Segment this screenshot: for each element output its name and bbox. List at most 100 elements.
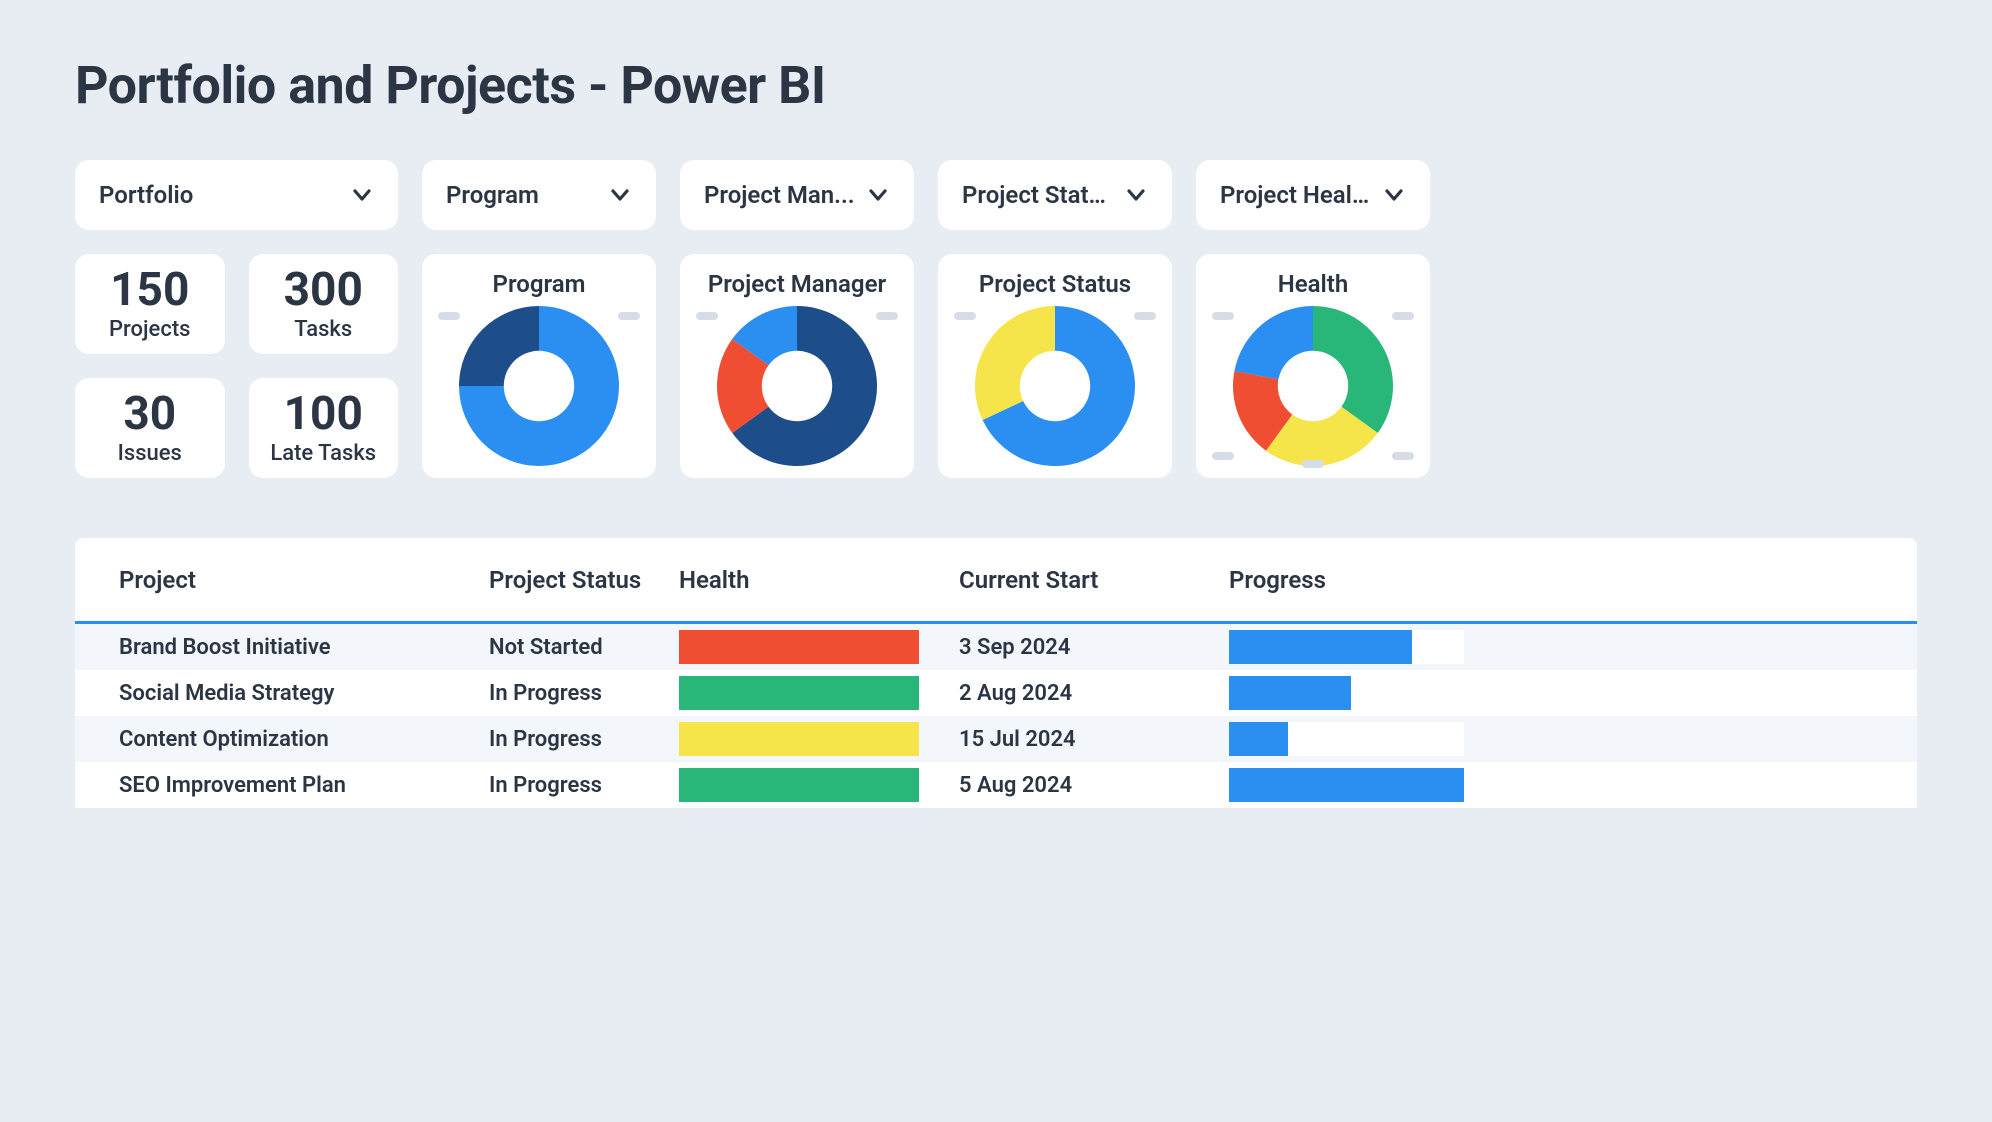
leader-tick	[1134, 312, 1156, 320]
filter-portfolio[interactable]: Portfolio	[75, 160, 398, 230]
chevron-down-icon	[1382, 183, 1406, 207]
progress-fill	[1229, 722, 1288, 756]
col-health: Health	[679, 566, 959, 594]
stat-value: 100	[284, 391, 363, 437]
filter-project_health[interactable]: Project Health	[1196, 160, 1430, 230]
donut-card-program: Program	[422, 254, 656, 478]
stat-label: Projects	[109, 317, 190, 342]
cell-progress	[1229, 630, 1464, 664]
cell-start: 15 Jul 2024	[959, 727, 1229, 752]
health-bar	[679, 676, 919, 710]
progress-track	[1229, 768, 1464, 802]
cell-progress	[1229, 676, 1464, 710]
chevron-down-icon	[866, 183, 890, 207]
leader-tick	[876, 312, 898, 320]
cell-project: SEO Improvement Plan	[119, 773, 489, 798]
cell-start: 2 Aug 2024	[959, 681, 1229, 706]
filter-project_manager[interactable]: Project Man...	[680, 160, 914, 230]
filter-label: Project Health	[1220, 181, 1372, 209]
projects-table: ProjectProject StatusHealthCurrent Start…	[75, 538, 1917, 808]
filter-project_status[interactable]: Project Status	[938, 160, 1172, 230]
table-row[interactable]: Brand Boost InitiativeNot Started 3 Sep 2…	[75, 624, 1917, 670]
donut-slice	[459, 306, 539, 386]
donut-chart	[948, 306, 1162, 466]
col-progress: Progress	[1229, 566, 1464, 594]
donut-chart	[1206, 306, 1420, 466]
cell-status: In Progress	[489, 681, 679, 706]
filter-label: Program	[446, 181, 539, 209]
donut-title: Project Manager	[708, 270, 886, 298]
progress-fill	[1229, 676, 1351, 710]
donut-card-project_status: Project Status	[938, 254, 1172, 478]
cell-project: Social Media Strategy	[119, 681, 489, 706]
stat-late_tasks: 100 Late Tasks	[249, 378, 399, 478]
filter-bar: Portfolio Program Project Man... Project St…	[75, 160, 1917, 230]
cell-health	[679, 768, 959, 802]
cell-progress	[1229, 722, 1464, 756]
leader-tick	[438, 312, 460, 320]
progress-track	[1229, 722, 1464, 756]
cell-project: Content Optimization	[119, 727, 489, 752]
stat-label: Late Tasks	[270, 441, 376, 466]
page-title: Portfolio and Projects - Power BI	[75, 55, 1917, 116]
stat-value: 300	[284, 267, 363, 313]
cell-status: Not Started	[489, 635, 679, 660]
leader-tick	[1392, 452, 1414, 460]
col-current_start: Current Start	[959, 566, 1229, 594]
table-row[interactable]: Social Media StrategyIn Progress 2 Aug 20…	[75, 670, 1917, 716]
donut-chart	[432, 306, 646, 466]
col-project: Project	[119, 566, 489, 594]
filter-label: Project Status	[962, 181, 1114, 209]
progress-track	[1229, 676, 1464, 710]
leader-tick	[618, 312, 640, 320]
donut-card-project_manager: Project Manager	[680, 254, 914, 478]
stat-tasks: 300 Tasks	[249, 254, 399, 354]
cell-status: In Progress	[489, 727, 679, 752]
cell-project: Brand Boost Initiative	[119, 635, 489, 660]
chevron-down-icon	[1124, 183, 1148, 207]
cell-start: 3 Sep 2024	[959, 635, 1229, 660]
progress-fill	[1229, 768, 1464, 802]
stat-value: 150	[110, 267, 189, 313]
filter-label: Portfolio	[99, 181, 193, 209]
progress-track	[1229, 630, 1464, 664]
filter-program[interactable]: Program	[422, 160, 656, 230]
summary-row: 150 Projects 300 Tasks 30 Issues 100 Late Tasks…	[75, 254, 1917, 478]
stat-label: Issues	[118, 441, 182, 466]
chevron-down-icon	[608, 183, 632, 207]
cell-progress	[1229, 768, 1464, 802]
donut-slice	[1313, 306, 1393, 433]
health-bar	[679, 768, 919, 802]
health-bar	[679, 630, 919, 664]
table-row[interactable]: SEO Improvement PlanIn Progress 5 Aug 202…	[75, 762, 1917, 808]
stat-value: 30	[123, 391, 176, 437]
chevron-down-icon	[350, 183, 374, 207]
table-row[interactable]: Content OptimizationIn Progress 15 Jul 20…	[75, 716, 1917, 762]
leader-tick	[1212, 452, 1234, 460]
donut-chart	[690, 306, 904, 466]
table-header: ProjectProject StatusHealthCurrent Start…	[75, 538, 1917, 624]
filter-label: Project Man...	[704, 181, 855, 209]
cell-health	[679, 676, 959, 710]
donut-slice	[1234, 306, 1313, 379]
stat-label: Tasks	[294, 317, 352, 342]
donut-slice	[975, 306, 1055, 420]
stat-issues: 30 Issues	[75, 378, 225, 478]
cell-health	[679, 630, 959, 664]
col-status: Project Status	[489, 566, 679, 594]
leader-tick	[1212, 312, 1234, 320]
health-bar	[679, 722, 919, 756]
leader-tick	[1392, 312, 1414, 320]
cell-start: 5 Aug 2024	[959, 773, 1229, 798]
stat-projects: 150 Projects	[75, 254, 225, 354]
leader-tick	[696, 312, 718, 320]
donut-card-health: Health	[1196, 254, 1430, 478]
donut-title: Program	[493, 270, 586, 298]
leader-tick	[954, 312, 976, 320]
donut-title: Project Status	[979, 270, 1131, 298]
stat-grid: 150 Projects 300 Tasks 30 Issues 100 Late Tasks	[75, 254, 398, 478]
donut-title: Health	[1278, 270, 1349, 298]
leader-tick	[1302, 460, 1324, 468]
cell-health	[679, 722, 959, 756]
cell-status: In Progress	[489, 773, 679, 798]
